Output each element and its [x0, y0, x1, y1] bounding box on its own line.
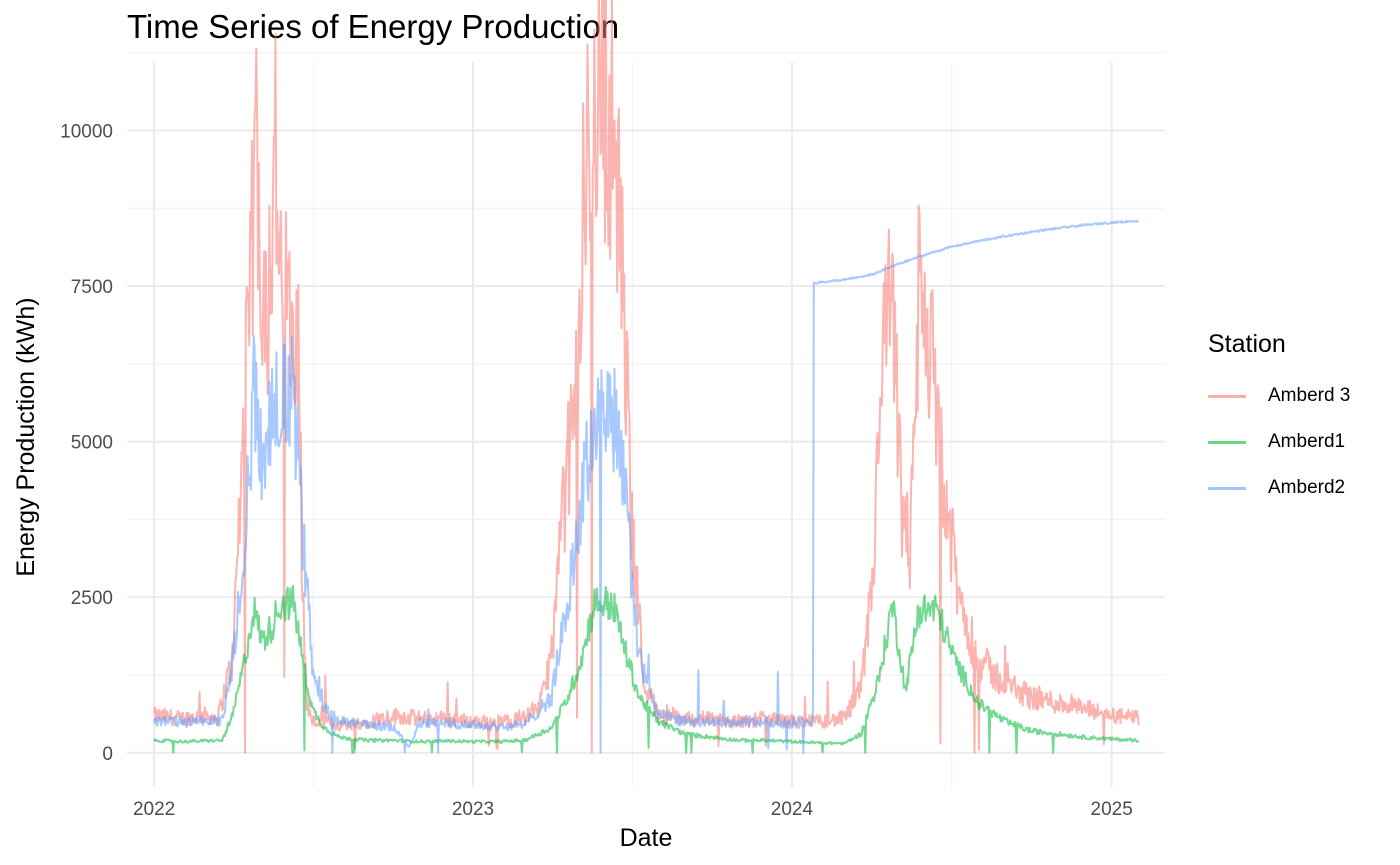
x-axis-tick-labels: 2022 2023 2024 2025	[133, 799, 1133, 820]
legend-key-amberd2	[1208, 486, 1246, 490]
x-tick-label: 2024	[771, 799, 814, 820]
y-axis-title: Energy Production (kWh)	[12, 297, 40, 576]
series-line-amberd2	[153, 219, 1139, 754]
y-tick-label: 2500	[71, 588, 113, 609]
series-lines	[153, 0, 1140, 754]
chart-title: Time Series of Energy Production	[127, 8, 620, 45]
legend-title: Station	[1208, 330, 1286, 358]
legend-item-amberd2: Amberd2	[1208, 465, 1350, 511]
series-line-amberd1	[153, 584, 1140, 754]
y-tick-label: 10000	[60, 121, 113, 142]
series-line-amberd-3	[153, 0, 1140, 754]
legend-item-amberd1: Amberd1	[1208, 419, 1350, 465]
y-tick-label: 7500	[71, 277, 113, 298]
x-tick-label: 2023	[452, 799, 494, 820]
legend-item-amberd-3: Amberd 3	[1208, 373, 1350, 419]
legend-key-amberd-3	[1208, 394, 1246, 398]
x-axis-title: Date	[620, 824, 673, 852]
legend-label-amberd1: Amberd1	[1268, 431, 1346, 452]
legend-key-amberd1	[1208, 440, 1246, 444]
legend-label-amberd2: Amberd2	[1268, 477, 1346, 498]
x-tick-label: 2025	[1091, 799, 1133, 820]
legend-label-amberd-3: Amberd 3	[1268, 385, 1351, 406]
y-tick-label: 5000	[71, 433, 113, 454]
y-axis-tick-labels: 0 2500 5000 7500 10000	[60, 121, 113, 764]
x-tick-label: 2022	[133, 799, 175, 820]
legend: Station Amberd 3 Amberd1 Amberd2	[1208, 330, 1350, 511]
y-tick-label: 0	[102, 744, 113, 765]
